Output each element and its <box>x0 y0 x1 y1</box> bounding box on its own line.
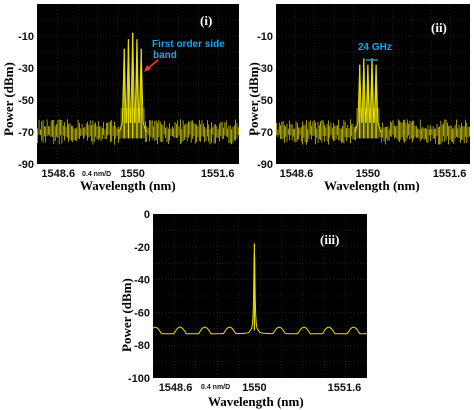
panel-iii-y-axis-title: Power (dBm) <box>119 278 134 352</box>
x-tick-label: 1548.6 <box>41 168 75 180</box>
y-tick-label: -90 <box>257 159 273 171</box>
panel-i: -10 -30 -50 -70 -90 1548.6 1550 1551.6 (i) Fir… <box>1 4 239 193</box>
panel-ii-x-axis-title: Wavelength (nm) <box>324 178 420 193</box>
y-tick-label: 0 <box>144 209 150 221</box>
panel-iii-y-ticks: 0 -20 -40 -60 -80 -100 <box>128 209 150 385</box>
x-tick-label: 1551.6 <box>328 382 362 394</box>
panel-i-scale-label: 0.4 nm/D <box>82 171 111 178</box>
panel-i-grid <box>37 4 239 164</box>
panel-ii-x-ticks: 1548.6 1550 1551.6 <box>280 168 467 180</box>
panel-i-y-axis-title: Power (dBm) <box>1 62 16 136</box>
y-tick-label: -60 <box>134 307 150 319</box>
panel-iii-grid <box>153 214 367 378</box>
panel-iii-trace <box>152 243 367 335</box>
panel-i-y-ticks: -10 -30 -50 -70 -90 <box>18 31 34 171</box>
x-tick-label: 1551.6 <box>433 168 467 180</box>
y-tick-label: -70 <box>257 127 273 139</box>
y-tick-label: -50 <box>18 95 34 107</box>
panel-i-annotation-arrowhead <box>144 65 151 72</box>
y-tick-label: -10 <box>18 31 34 43</box>
panel-i-label: (i) <box>200 13 212 28</box>
y-tick-label: -30 <box>18 63 34 75</box>
panel-i-annotation-line2: band <box>153 50 177 61</box>
panel-ii-y-axis-title: Power (dBm) <box>246 62 261 136</box>
y-tick-label: -40 <box>134 275 150 287</box>
panel-ii-label: (ii) <box>431 20 447 35</box>
spectrum-trace <box>152 254 367 335</box>
x-tick-label: 1548.6 <box>280 168 314 180</box>
y-tick-label: -100 <box>128 373 150 385</box>
panel-i-noise-floor <box>37 119 239 145</box>
x-tick-label: 1551.6 <box>201 168 235 180</box>
peak-base-fill <box>356 108 380 139</box>
panel-iii-scale-label: 0.4 nm/D <box>201 384 230 391</box>
panel-ii-noise-floor <box>276 119 470 145</box>
panel-ii-annotation: 24 GHz <box>358 42 392 53</box>
y-tick-label: -30 <box>257 63 273 75</box>
y-tick-label: -70 <box>18 127 34 139</box>
panel-i-x-axis-title: Wavelength (nm) <box>80 178 176 193</box>
panel-iii-label: (iii) <box>320 232 340 247</box>
panel-ii: -10 -30 -50 -70 -90 1548.6 1550 1551.6 (ii) 24… <box>246 4 470 193</box>
peak-base-fill <box>120 108 145 139</box>
x-tick-label: 1548.6 <box>159 382 193 394</box>
panel-i-annotation-line1: First order side <box>152 39 225 50</box>
panel-iii: 0 -20 -40 -60 -80 -100 1548.6 1550 1551.6 (iii)… <box>119 209 367 409</box>
y-tick-label: -20 <box>134 242 150 254</box>
x-tick-label: 1550 <box>356 168 380 180</box>
panel-iii-x-ticks: 1548.6 1550 1551.6 <box>159 382 362 394</box>
y-tick-label: -90 <box>18 159 34 171</box>
panel-i-x-ticks: 1548.6 1550 1551.6 <box>41 168 234 180</box>
x-tick-label: 1550 <box>242 382 266 394</box>
panel-ii-y-ticks: -10 -30 -50 -70 -90 <box>257 31 273 171</box>
y-tick-label: -10 <box>257 31 273 43</box>
x-tick-label: 1550 <box>120 168 144 180</box>
y-tick-label: -80 <box>134 340 150 352</box>
panel-iii-x-axis-title: Wavelength (nm) <box>208 394 304 409</box>
panel-ii-peaks <box>354 58 382 139</box>
y-tick-label: -50 <box>257 95 273 107</box>
panel-i-peaks <box>118 32 147 139</box>
